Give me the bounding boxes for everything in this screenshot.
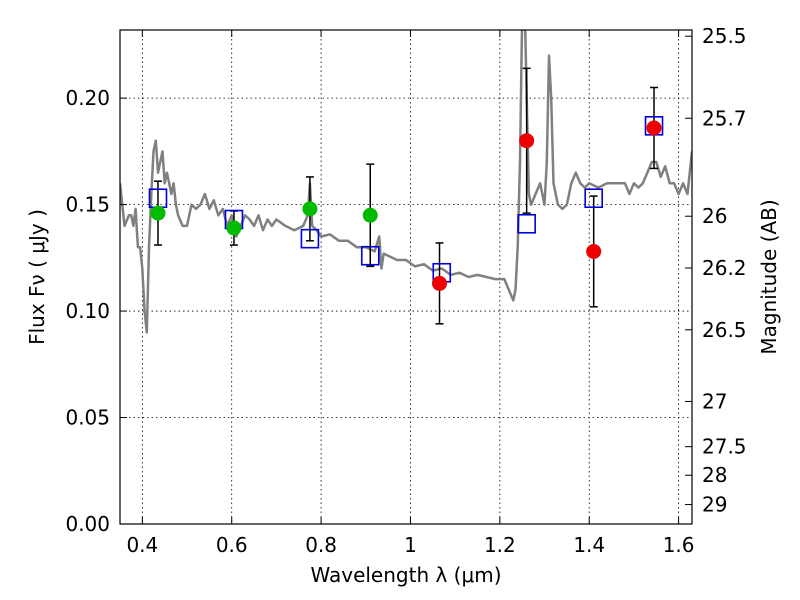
x-tick-label: 0.8 xyxy=(305,533,337,557)
x-tick-label: 1 xyxy=(404,533,417,557)
y-right-tick-label: 27.5 xyxy=(702,435,747,459)
y-tick-label: 0.10 xyxy=(65,299,110,323)
y-right-tick-label: 28 xyxy=(702,463,727,487)
tick-layer xyxy=(120,30,692,525)
y-right-tick-label: 25.7 xyxy=(702,106,747,130)
y-tick-label: 0.20 xyxy=(65,86,110,110)
plot-frame xyxy=(119,29,693,525)
y-axis-label: Flux Fν ( μJy ) xyxy=(25,209,49,345)
x-tick-label: 0.6 xyxy=(216,533,248,557)
photometry-point xyxy=(519,133,535,149)
photometry-point xyxy=(150,205,166,221)
photometry-point xyxy=(646,120,662,136)
model-spectrum-layer xyxy=(120,30,692,334)
x-tick-label: 1.2 xyxy=(484,533,516,557)
marker-layer xyxy=(148,116,664,291)
photometry-point xyxy=(302,201,318,217)
y-right-tick-label: 25.5 xyxy=(702,24,747,48)
model-square-marker xyxy=(300,228,320,249)
y-right-tick-label: 26 xyxy=(702,204,727,228)
model-spectrum-line xyxy=(120,30,692,334)
x-axis-label: Wavelength λ (μm) xyxy=(310,563,501,587)
y-right-tick-label: 29 xyxy=(702,493,727,517)
model-square-marker xyxy=(584,188,603,209)
grid xyxy=(120,30,692,524)
model-square-marker xyxy=(360,245,380,266)
photometry-point xyxy=(432,275,448,291)
y-axis-right-label: Magnitude (AB) xyxy=(757,199,781,354)
x-tick-label: 0.4 xyxy=(126,533,158,557)
photometry-point xyxy=(226,220,242,236)
x-tick-label: 1.4 xyxy=(573,533,605,557)
y-right-tick-label: 27 xyxy=(702,389,727,413)
y-right-tick-label: 26.5 xyxy=(702,318,747,342)
y-tick-label: 0.15 xyxy=(65,193,110,217)
photometry-point xyxy=(362,207,378,223)
tick-label-layer: 0.4 0.6 0.8 1 1.2 1.4 1.6 0.00 0.05 0.10 0.15 0.20 2… xyxy=(65,24,746,557)
y-tick-label: 0.00 xyxy=(65,512,110,536)
photometry-point xyxy=(586,243,602,259)
y-tick-label: 0.05 xyxy=(65,406,110,430)
x-tick-label: 1.6 xyxy=(663,533,695,557)
error-bar-layer xyxy=(153,67,659,325)
y-right-tick-label: 26.2 xyxy=(702,256,747,280)
model-square-marker xyxy=(517,213,536,234)
